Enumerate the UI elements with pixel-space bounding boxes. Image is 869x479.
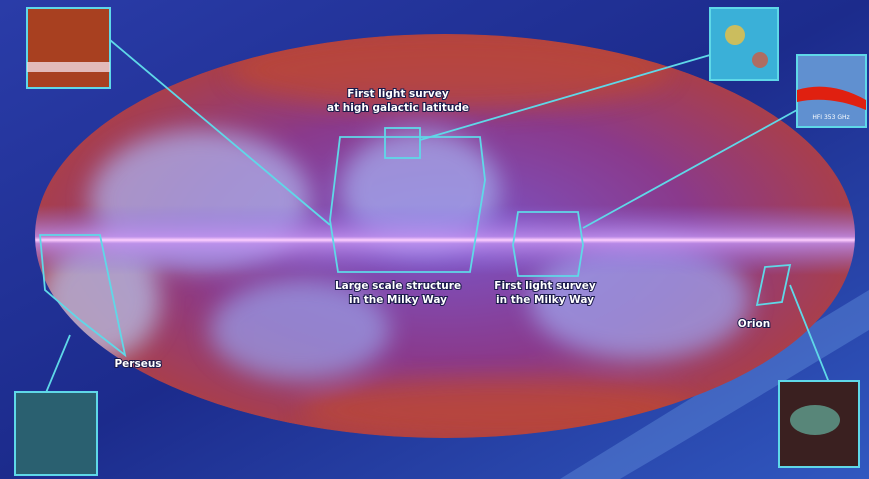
annotation-label: in the Milky Way: [496, 294, 594, 306]
annotation-label: First light survey: [347, 88, 449, 100]
callouts: [39, 39, 831, 396]
annotation-label: Perseus: [114, 358, 161, 370]
annotation-label: Large scale structure: [335, 280, 461, 292]
inset-label: HFI 353 GHz: [812, 114, 849, 121]
annotation-label: in the Milky Way: [349, 294, 447, 306]
sky-map: [35, 34, 855, 438]
insets: HFI 353 GHz: [14, 7, 867, 476]
annotation-label: at high galactic latitude: [327, 102, 469, 114]
annotation-label: Orion: [738, 318, 770, 330]
annotation-label: First light survey: [494, 280, 596, 292]
